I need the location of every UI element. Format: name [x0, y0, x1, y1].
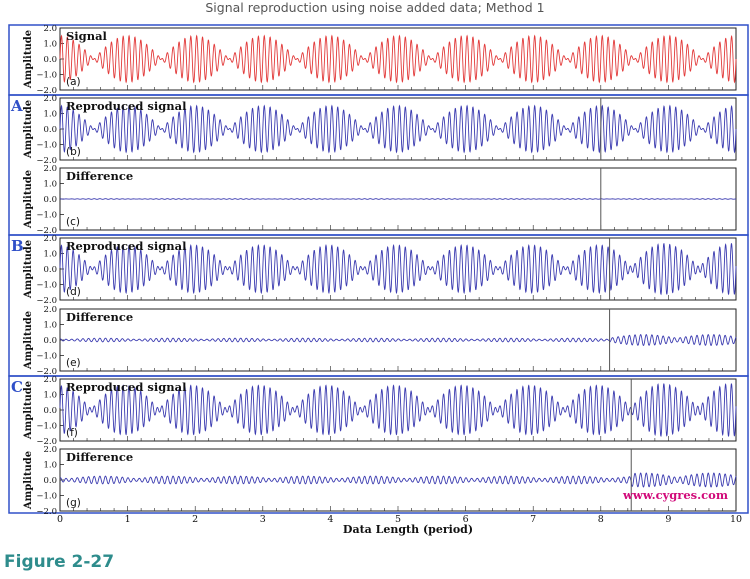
panel-tag-a: (a) [66, 76, 81, 88]
x-tick-label: 2 [192, 514, 198, 525]
y-tick-label-d: 2.0 [43, 234, 57, 244]
y-tick-label-g: 2.0 [43, 445, 57, 455]
series-line-g [59, 472, 737, 488]
y-tick-label-g: 0.0 [43, 476, 57, 486]
series-line-e [59, 334, 737, 346]
y-tick-label-c: 0.0 [43, 195, 57, 205]
group-label-a: A [10, 97, 23, 115]
panel-title-g: Difference [66, 450, 133, 464]
panel-title-d: Reproduced signal [66, 239, 187, 253]
y-tick-label-g: 1.0 [43, 461, 57, 471]
y-tick-label-e: −1.0 [36, 352, 57, 362]
y-tick-label-d: −1.0 [36, 281, 57, 291]
x-tick-label: 5 [395, 514, 401, 525]
y-tick-label-d: −2.0 [36, 296, 57, 306]
series-line-b [59, 104, 737, 154]
y-tick-label-g: −1.0 [36, 492, 57, 502]
y-tick-label-f: 0.0 [43, 406, 57, 416]
y-tick-label-e: 0.0 [43, 336, 57, 346]
x-tick-label: 7 [530, 514, 536, 525]
group-label-b: B [11, 237, 24, 255]
y-tick-label-b: −2.0 [36, 156, 57, 166]
y-tick-label-b: 0.0 [43, 125, 57, 135]
x-tick-label: 4 [327, 514, 333, 525]
x-tick-label: 3 [260, 514, 266, 525]
panel-title-e: Difference [66, 310, 133, 324]
panel-tag-e: (e) [66, 357, 81, 369]
x-tick-label: 1 [125, 514, 131, 525]
y-tick-label-b: 2.0 [43, 94, 57, 104]
panel-tag-b: (b) [66, 146, 81, 158]
y-tick-label-c: 1.0 [43, 180, 57, 190]
y-axis-label-d: Amplitude [23, 240, 34, 299]
series-line-c [59, 198, 737, 200]
y-tick-label-a: 0.0 [43, 55, 57, 65]
y-tick-label-f: 1.0 [43, 391, 57, 401]
x-tick-label: 6 [463, 514, 469, 525]
y-tick-label-e: 1.0 [43, 321, 57, 331]
x-axis-label: Data Length (period) [343, 523, 473, 536]
page-title: Signal reproduction using noise added da… [205, 0, 545, 15]
panel-title-f: Reproduced signal [66, 380, 187, 394]
y-tick-label-a: −2.0 [36, 86, 57, 96]
y-tick-label-b: 1.0 [43, 110, 57, 120]
y-tick-label-b: −1.0 [36, 141, 57, 151]
x-tick-label: 0 [57, 514, 63, 525]
y-tick-label-d: 0.0 [43, 265, 57, 275]
x-tick-label: 9 [665, 514, 671, 525]
y-axis-label-c: Amplitude [23, 170, 34, 229]
frame-group-c [8, 375, 749, 514]
group-label-c: C [11, 378, 23, 396]
y-tick-label-c: −2.0 [36, 226, 57, 236]
y-tick-label-c: 2.0 [43, 164, 57, 174]
figure-caption: Figure 2-27 [4, 552, 115, 572]
series-line-a [59, 34, 737, 84]
x-tick-label: 10 [730, 514, 742, 525]
y-tick-label-f: −1.0 [36, 422, 57, 432]
y-axis-label-e: Amplitude [23, 311, 34, 370]
series-line-f [59, 383, 737, 437]
y-tick-label-a: 1.0 [43, 40, 57, 50]
watermark: www.cygres.com [622, 488, 728, 502]
panel-tag-c: (c) [66, 216, 80, 228]
y-tick-label-g: −2.0 [36, 507, 57, 517]
y-tick-label-e: 2.0 [43, 305, 57, 315]
panel-tag-d: (d) [66, 286, 81, 298]
y-axis-label-f: Amplitude [23, 381, 34, 440]
panel-title-c: Difference [66, 169, 133, 183]
x-tick-label: 8 [598, 514, 604, 525]
panel-tag-f: (f) [66, 427, 78, 439]
y-tick-label-a: 2.0 [43, 24, 57, 34]
y-axis-label-b: Amplitude [23, 100, 34, 159]
y-tick-label-c: −1.0 [36, 211, 57, 221]
y-tick-label-e: −2.0 [36, 367, 57, 377]
panel-title-a: Signal [66, 29, 108, 43]
y-tick-label-a: −1.0 [36, 71, 57, 81]
series-line-d [59, 242, 737, 296]
y-axis-label-g: Amplitude [23, 451, 34, 510]
panel-title-b: Reproduced signal [66, 99, 187, 113]
panel-tag-g: (g) [66, 497, 81, 509]
y-tick-label-f: 2.0 [43, 375, 57, 385]
plot-area-e [59, 308, 737, 372]
y-tick-label-d: 1.0 [43, 250, 57, 260]
y-tick-label-f: −2.0 [36, 437, 57, 447]
y-axis-label-a: Amplitude [23, 30, 34, 89]
